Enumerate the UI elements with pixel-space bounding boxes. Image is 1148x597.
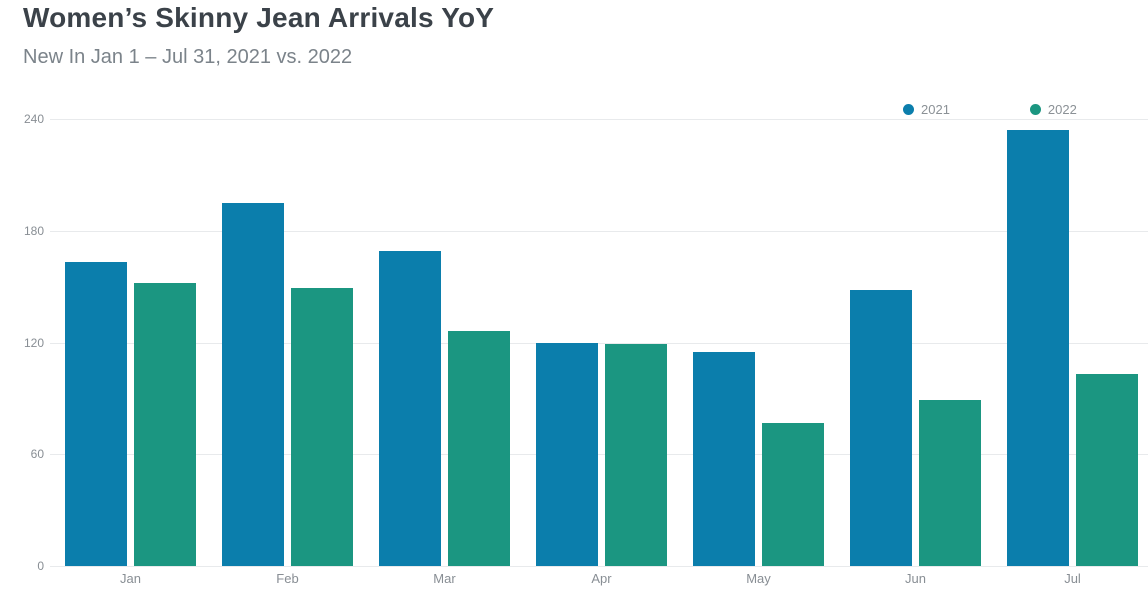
x-axis-label-jun: Jun [905, 571, 926, 586]
chart-title: Women’s Skinny Jean Arrivals YoY [23, 2, 495, 33]
bar-2022-jan[interactable] [134, 282, 196, 566]
gridline [50, 566, 1148, 567]
bar-2021-feb[interactable] [222, 202, 284, 566]
bar-2021-may[interactable] [693, 351, 755, 566]
x-axis-label-jan: Jan [120, 571, 141, 586]
legend-dot-2022 [1029, 104, 1041, 115]
gridline [50, 119, 1148, 120]
x-axis-label-jul: Jul [1064, 571, 1081, 586]
bar-2022-mar[interactable] [448, 331, 510, 566]
legend-label: 2022 [1047, 102, 1077, 117]
bar-2021-mar[interactable] [379, 251, 441, 566]
y-axis-tick-label: 0 [37, 559, 44, 573]
y-axis-tick-label: 240 [23, 112, 44, 126]
bar-2021-apr[interactable] [536, 342, 598, 566]
bar-2021-jan[interactable] [65, 262, 127, 566]
legend-label: 2021 [921, 102, 950, 117]
gridline [50, 230, 1148, 232]
x-axis-label-may: May [746, 571, 771, 586]
y-axis-tick-label: 180 [23, 223, 44, 238]
bar-2022-jun[interactable] [919, 400, 981, 566]
bar-2021-jul[interactable] [1007, 130, 1069, 566]
gridline [50, 342, 1148, 344]
bar-2022-feb[interactable] [291, 288, 353, 566]
chart-subtitle: New In Jan 1 – Jul 31, 2021 vs. 2022 [23, 46, 353, 68]
y-axis-tick-label: 60 [30, 447, 44, 462]
bar-2022-jul[interactable] [1076, 374, 1138, 566]
bar-2021-jun[interactable] [850, 290, 912, 566]
x-axis-label-feb: Feb [276, 571, 299, 586]
gridline [50, 454, 1148, 456]
y-axis-tick-label: 120 [23, 335, 44, 350]
x-axis-label-mar: Mar [433, 571, 456, 586]
bar-2022-apr[interactable] [605, 344, 667, 566]
chart-legend: 2021 2022 [903, 102, 1077, 117]
legend-item-2022[interactable]: 2022 [1029, 102, 1077, 117]
x-axis-label-apr: Apr [591, 571, 612, 586]
bar-2022-may[interactable] [762, 422, 824, 566]
legend-item-2021[interactable]: 2021 [903, 102, 950, 117]
legend-dot-2021 [903, 104, 914, 115]
